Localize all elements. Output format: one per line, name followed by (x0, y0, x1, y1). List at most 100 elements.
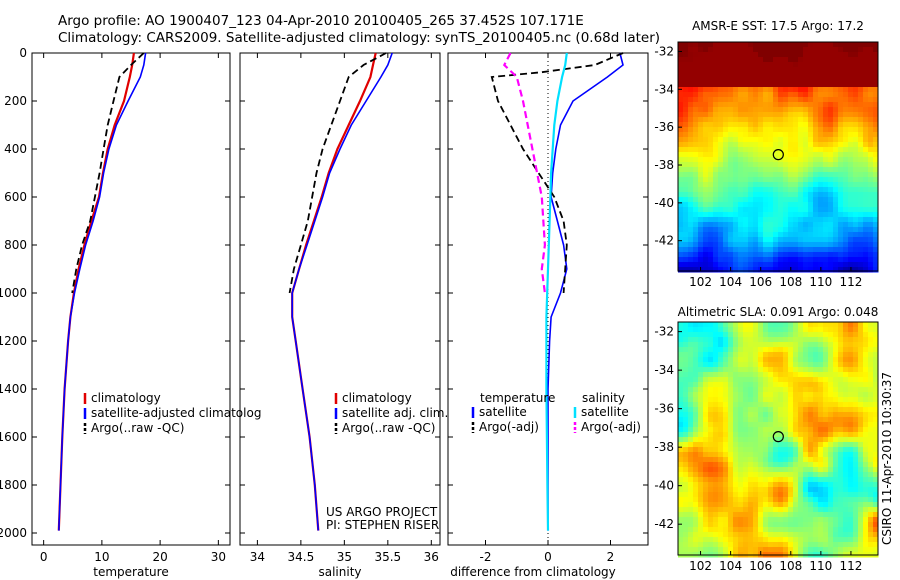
heatmap-cell (788, 327, 794, 333)
heatmap-cell (693, 337, 699, 343)
heatmap-cell (778, 47, 784, 53)
heatmap-cell (773, 92, 779, 98)
heatmap-cell (683, 487, 689, 493)
heatmap-cell (848, 147, 854, 153)
heatmap-cell (828, 492, 834, 498)
heatmap-cell (848, 537, 854, 543)
heatmap-cell (698, 152, 704, 158)
heatmap-cell (748, 332, 754, 338)
heatmap-cell (783, 182, 789, 188)
heatmap-cell (863, 522, 869, 528)
heatmap-cell (718, 337, 724, 343)
heatmap-cell (703, 372, 709, 378)
heatmap-cell (693, 447, 699, 453)
heatmap-cell (808, 207, 814, 213)
heatmap-cell (733, 142, 739, 148)
heatmap-cell (848, 487, 854, 493)
heatmap-cell (813, 322, 819, 328)
heatmap-cell (853, 157, 859, 163)
heatmap-cell (763, 447, 769, 453)
heatmap-cell (778, 417, 784, 423)
heatmap-cell (758, 57, 764, 63)
heatmap-cell (748, 167, 754, 173)
heatmap-cell (753, 87, 759, 93)
heatmap-cell (778, 247, 784, 253)
heatmap-cell (873, 407, 879, 413)
heatmap-cell (838, 402, 844, 408)
heatmap-cell (793, 497, 799, 503)
heatmap-cell (833, 137, 839, 143)
heatmap-cell (808, 77, 814, 83)
heatmap-cell (683, 322, 689, 328)
heatmap-cell (783, 232, 789, 238)
heatmap-cell (748, 392, 754, 398)
heatmap-cell (838, 262, 844, 268)
heatmap-cell (788, 92, 794, 98)
heatmap-cell (828, 42, 834, 48)
heatmap-cell (753, 182, 759, 188)
heatmap-cell (688, 247, 694, 253)
heatmap-cell (708, 382, 714, 388)
heatmap-cell (683, 72, 689, 78)
heatmap-cell (818, 47, 824, 53)
heatmap-cell (733, 267, 739, 273)
heatmap-cell (838, 42, 844, 48)
heatmap-cell (833, 222, 839, 228)
heatmap-cell (823, 517, 829, 523)
heatmap-cell (823, 532, 829, 538)
heatmap-cell (778, 332, 784, 338)
heatmap-cell (758, 352, 764, 358)
heatmap-cell (833, 432, 839, 438)
heatmap-cell (698, 102, 704, 108)
heatmap-cell (718, 152, 724, 158)
heatmap-cell (858, 322, 864, 328)
heatmap-cell (873, 332, 879, 338)
heatmap-cell (808, 122, 814, 128)
legend-label: satellite (479, 405, 527, 419)
heatmap-cell (713, 402, 719, 408)
heatmap-cell (783, 507, 789, 513)
heatmap-cell (773, 422, 779, 428)
heatmap-cell (803, 487, 809, 493)
heatmap-cell (698, 62, 704, 68)
heatmap-cell (873, 487, 879, 493)
heatmap-cell (718, 202, 724, 208)
heatmap-cell (688, 262, 694, 268)
heatmap-cell (803, 532, 809, 538)
heatmap-cell (693, 437, 699, 443)
heatmap-cell (813, 197, 819, 203)
heatmap-cell (873, 537, 879, 543)
heatmap-cell (733, 262, 739, 268)
heatmap-cell (793, 397, 799, 403)
heatmap-cell (788, 322, 794, 328)
heatmap-cell (828, 212, 834, 218)
heatmap-cell (693, 257, 699, 263)
heatmap-cell (688, 447, 694, 453)
heatmap-cell (873, 392, 879, 398)
heatmap-cell (823, 527, 829, 533)
heatmap-cell (678, 322, 684, 328)
heatmap-cell (848, 517, 854, 523)
heatmap-cell (813, 547, 819, 553)
heatmap-cell (803, 482, 809, 488)
heatmap-cell (858, 337, 864, 343)
heatmap-cell (698, 237, 704, 243)
heatmap-cell (763, 62, 769, 68)
heatmap-cell (803, 462, 809, 468)
heatmap-cell (843, 342, 849, 348)
heatmap-cell (738, 242, 744, 248)
heatmap-cell (813, 97, 819, 103)
heatmap-cell (868, 67, 874, 73)
heatmap-cell (823, 417, 829, 423)
heatmap-cell (733, 522, 739, 528)
heatmap-cell (808, 117, 814, 123)
heatmap-cell (708, 172, 714, 178)
heatmap-cell (783, 452, 789, 458)
heatmap-cell (863, 507, 869, 513)
heatmap-cell (853, 52, 859, 58)
heatmap-cell (783, 42, 789, 48)
heatmap-cell (758, 437, 764, 443)
heatmap-cell (803, 547, 809, 553)
heatmap-cell (858, 57, 864, 63)
heatmap-cell (773, 332, 779, 338)
